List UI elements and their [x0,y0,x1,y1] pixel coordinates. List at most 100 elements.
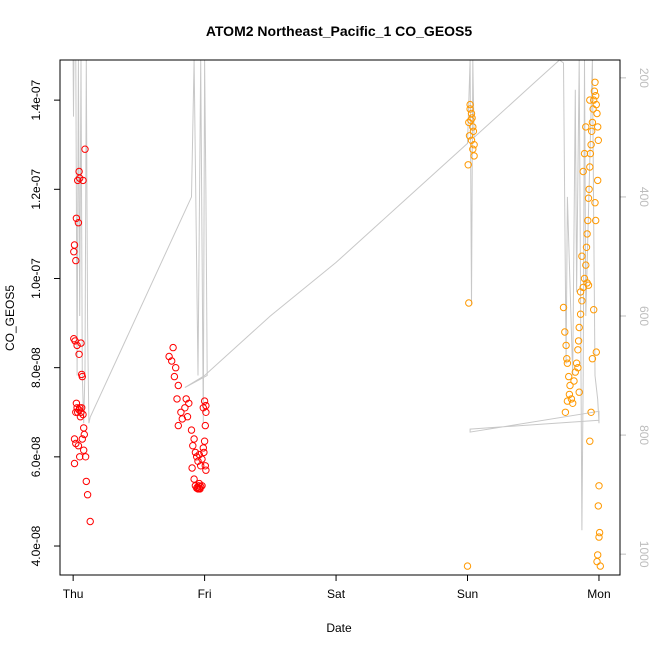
x-axis-label: Date [326,621,352,635]
data-point [70,248,78,256]
data-point [70,459,79,468]
y-tick-label: 4.0e-08 [29,525,43,566]
data-point [188,464,196,472]
data-point [583,230,591,238]
data-point [76,404,84,412]
data-point [563,355,571,363]
data-point [189,442,197,450]
data-point [181,404,189,412]
chart-title: ATOM2 Northeast_Pacific_1 CO_GEOS5 [206,23,473,39]
data-point [595,528,604,537]
data-point [587,141,595,149]
data-point [563,397,572,405]
data-point [590,306,598,314]
data-point [584,194,593,202]
data-point [594,502,602,510]
data-point [586,163,594,171]
data-point [594,123,602,131]
data-point [584,216,592,225]
data-point [561,408,570,416]
data-point [77,339,85,347]
data-point [580,149,589,158]
data-point [578,252,586,260]
data-point [86,517,94,526]
data-point [591,78,599,87]
data-point [202,466,210,474]
data-point [185,399,193,407]
data-point [174,381,183,390]
data-point [588,127,596,136]
data-point [193,483,202,491]
data-point [169,343,177,352]
data-point [81,453,90,461]
data-point [586,437,594,445]
data-point [594,136,602,145]
data-point [200,448,208,457]
data-point [582,243,591,252]
data-point [198,455,206,463]
data-point [586,96,594,104]
data-point [75,167,83,176]
y-tick-label: 1.2e-07 [29,169,43,210]
data-point [73,341,81,350]
data-point [565,390,574,399]
data-point [469,127,478,136]
data-point [78,370,86,379]
data-point [465,132,474,140]
data-point [73,404,81,412]
data-point [574,337,583,345]
data-point [172,364,180,372]
x-tick-label: Thu [63,587,84,601]
data-point [565,372,573,381]
data-point [174,421,183,430]
data-point [559,303,568,312]
data-point [77,408,85,416]
data-point [590,87,599,95]
data-point [575,323,583,332]
data-point [563,359,572,367]
data-point [572,359,581,367]
points-layer [70,78,604,570]
data-point [588,118,597,127]
data-point [578,297,586,305]
x-tick-label: Sun [457,587,478,601]
data-point [74,176,82,185]
data-point [468,114,476,122]
data-point [585,185,593,194]
data-point [582,123,590,131]
x-tick-label: Mon [587,587,610,601]
data-point [575,388,583,396]
data-point [79,176,87,185]
data-point [72,256,80,265]
data-point [579,167,587,176]
data-point [574,364,582,372]
data-point [592,92,600,100]
data-point [592,216,600,225]
data-point [596,562,604,570]
data-point [469,145,477,153]
data-point [464,161,472,169]
x-tick-label: Sat [327,587,346,601]
data-point [78,404,86,412]
data-point [74,442,83,450]
data-point [588,355,597,363]
data-point [595,482,603,490]
data-point [202,401,210,410]
data-point [584,281,593,289]
data-point [562,341,570,350]
data-point [201,421,210,430]
data-point [199,444,208,452]
data-point [463,562,472,570]
data-point [470,141,478,149]
data-point [80,430,89,439]
data-point [594,176,602,185]
data-point [470,152,478,160]
data-point [83,491,92,499]
data-point [561,328,569,336]
y-tick-label: 1.0e-07 [29,258,43,299]
data-point [191,448,200,457]
y2-tick-label: 800 [637,425,650,445]
y2-tick-label: 1000 [637,541,650,568]
data-point [75,350,83,358]
